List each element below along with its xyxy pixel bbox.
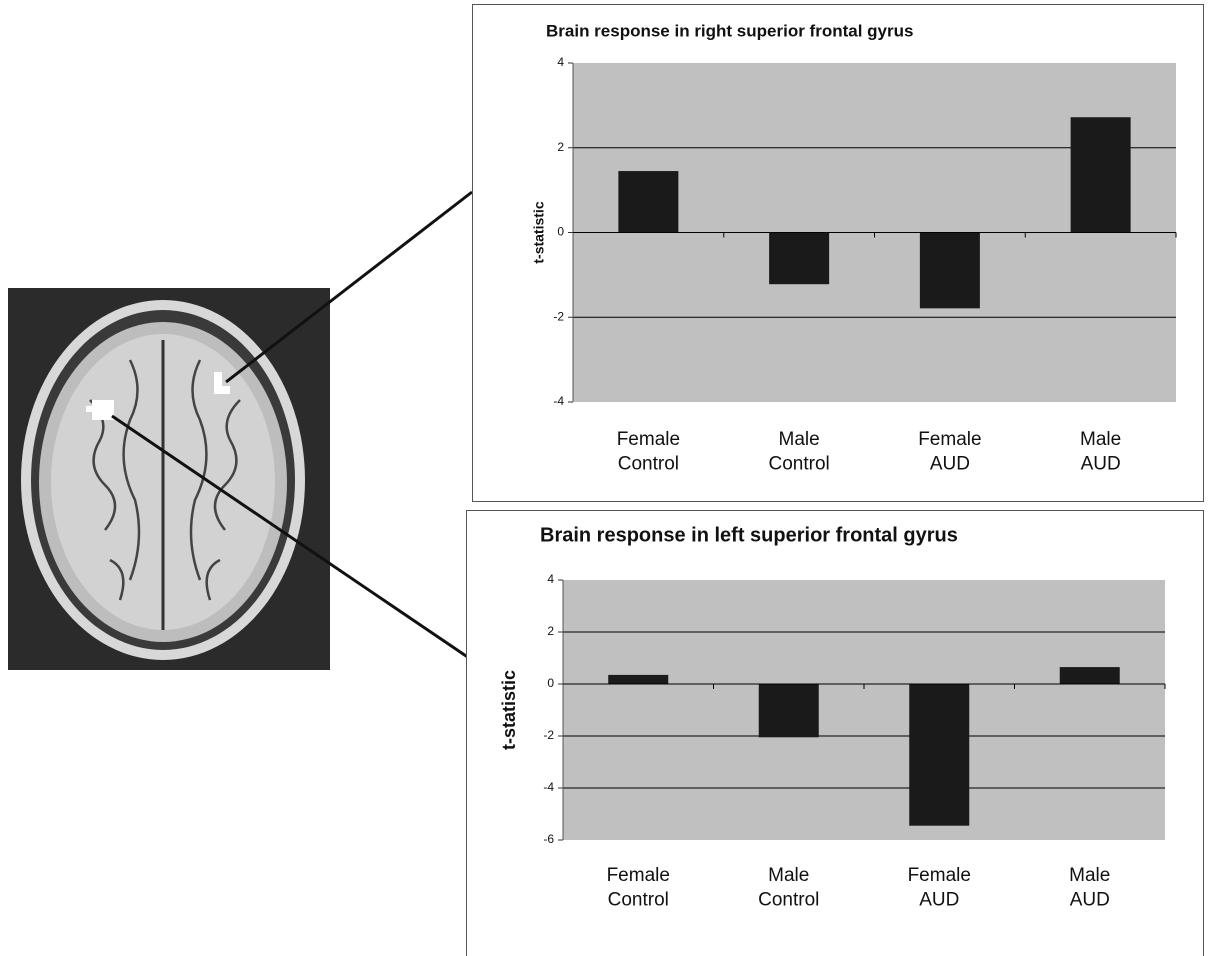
x-tick-label-line: AUD	[1070, 890, 1110, 911]
bar	[608, 675, 668, 684]
x-tick-label-line: Male	[768, 865, 809, 886]
figure: Brain response in right superior frontal…	[0, 0, 1208, 956]
y-tick-label: 2	[547, 624, 554, 638]
x-tick-label-line: Male	[1080, 429, 1121, 450]
x-tick-label-line: AUD	[930, 454, 970, 475]
x-tick-label-line: Male	[1069, 865, 1110, 886]
bar	[920, 233, 980, 309]
x-tick-label-line: AUD	[1081, 454, 1121, 475]
plot-area	[563, 580, 1165, 840]
y-tick-label: -6	[543, 832, 554, 846]
x-tick-label-line: Female	[607, 865, 670, 886]
y-tick-label: 4	[557, 55, 564, 69]
y-tick-label: 4	[547, 572, 554, 586]
chart-title: Brain response in right superior frontal…	[546, 21, 913, 40]
x-tick-label-line: Control	[618, 454, 679, 475]
bar	[618, 171, 678, 232]
chart-title: Brain response in left superior frontal …	[540, 524, 958, 546]
y-tick-label: 0	[547, 676, 554, 690]
x-tick-label-line: AUD	[919, 890, 959, 911]
brain-image	[8, 288, 330, 670]
x-tick-label-line: Control	[758, 890, 819, 911]
y-tick-label: 0	[557, 225, 564, 239]
x-tick-label-line: Female	[908, 865, 971, 886]
x-tick-label-line: Control	[769, 454, 830, 475]
y-tick-label: -4	[543, 780, 554, 794]
x-tick-label-line: Female	[918, 429, 981, 450]
y-tick-label: -4	[553, 394, 564, 408]
connector	[226, 192, 472, 382]
y-axis-label: t-statistic	[531, 201, 547, 263]
x-tick-label-line: Female	[617, 429, 680, 450]
y-axis-label: t-statistic	[499, 670, 519, 750]
x-tick-label-line: Male	[779, 429, 820, 450]
bar	[759, 684, 819, 737]
y-tick-label: 2	[557, 140, 564, 154]
bar	[909, 684, 969, 826]
bar	[1071, 117, 1131, 232]
bar	[769, 233, 829, 285]
x-tick-label-line: Control	[608, 890, 669, 911]
y-tick-label: -2	[553, 309, 564, 323]
y-tick-label: -2	[543, 728, 554, 742]
bar	[1060, 667, 1120, 684]
